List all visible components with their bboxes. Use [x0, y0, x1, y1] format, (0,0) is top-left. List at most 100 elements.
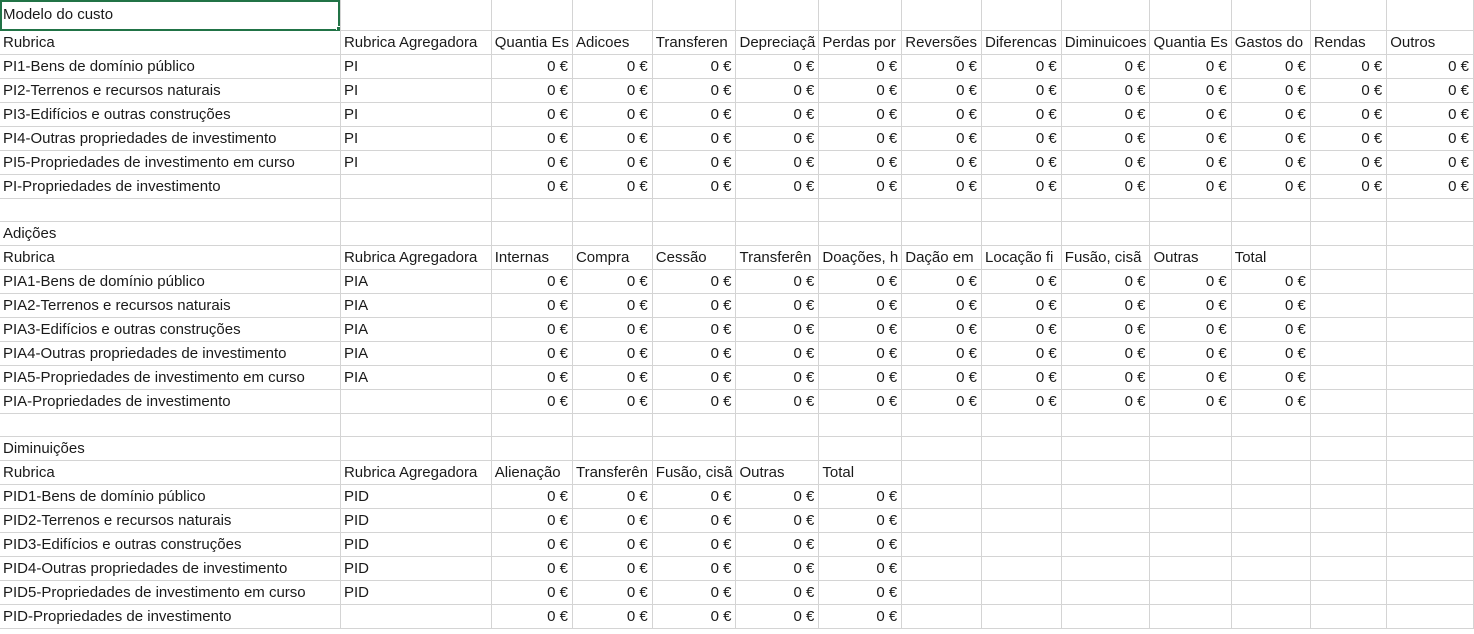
value-cell[interactable]: 0 €: [652, 484, 737, 509]
value-cell[interactable]: 0 €: [1061, 389, 1151, 414]
value-cell[interactable]: 0 €: [818, 341, 903, 366]
value-cell[interactable]: 0 €: [735, 580, 820, 605]
rubrica-cell[interactable]: PIA1-Bens de domínio público: [0, 269, 341, 294]
value-cell[interactable]: 0 €: [1310, 150, 1388, 175]
agregadora-cell[interactable]: PID: [340, 508, 492, 533]
value-cell[interactable]: 0 €: [1231, 269, 1311, 294]
value-cell[interactable]: 0 €: [1061, 293, 1151, 318]
value-cell[interactable]: 0 €: [652, 508, 737, 533]
empty-cell[interactable]: [1310, 341, 1388, 366]
empty-cell[interactable]: [1386, 532, 1474, 557]
value-cell[interactable]: 0 €: [1231, 317, 1311, 342]
value-cell[interactable]: 0 €: [652, 604, 737, 629]
empty-cell[interactable]: [1231, 484, 1311, 509]
empty-cell[interactable]: [572, 0, 653, 31]
empty-cell[interactable]: [901, 436, 983, 461]
empty-cell[interactable]: [1149, 460, 1232, 485]
empty-cell[interactable]: [1386, 460, 1474, 485]
value-cell[interactable]: 0 €: [572, 54, 653, 79]
rubrica-cell[interactable]: PIA2-Terrenos e recursos naturais: [0, 293, 341, 318]
value-cell[interactable]: 0 €: [818, 78, 903, 103]
empty-cell[interactable]: [1061, 580, 1151, 605]
empty-cell[interactable]: [1061, 532, 1151, 557]
value-cell[interactable]: 0 €: [1149, 78, 1232, 103]
value-cell[interactable]: 0 €: [901, 78, 983, 103]
value-cell[interactable]: 0 €: [981, 174, 1062, 199]
empty-cell[interactable]: [1061, 436, 1151, 461]
empty-cell[interactable]: [981, 556, 1062, 581]
value-cell[interactable]: 0 €: [735, 604, 820, 629]
empty-cell[interactable]: [340, 436, 492, 461]
empty-cell[interactable]: [1386, 508, 1474, 533]
agregadora-cell[interactable]: PIA: [340, 293, 492, 318]
value-cell[interactable]: 0 €: [981, 317, 1062, 342]
value-cell[interactable]: 0 €: [491, 532, 573, 557]
agregadora-cell[interactable]: PI: [340, 54, 492, 79]
empty-cell[interactable]: [1310, 317, 1388, 342]
value-cell[interactable]: 0 €: [652, 78, 737, 103]
value-cell[interactable]: 0 €: [735, 532, 820, 557]
value-cell[interactable]: 0 €: [901, 341, 983, 366]
header-cell[interactable]: Adicoes: [572, 30, 653, 55]
value-cell[interactable]: 0 €: [572, 150, 653, 175]
value-cell[interactable]: 0 €: [1149, 150, 1232, 175]
empty-cell[interactable]: [1310, 293, 1388, 318]
value-cell[interactable]: 0 €: [572, 389, 653, 414]
empty-cell[interactable]: [491, 413, 573, 437]
value-cell[interactable]: 0 €: [652, 556, 737, 581]
value-cell[interactable]: 0 €: [652, 341, 737, 366]
value-cell[interactable]: 0 €: [818, 532, 903, 557]
value-cell[interactable]: 0 €: [981, 365, 1062, 390]
empty-cell[interactable]: [0, 198, 341, 222]
value-cell[interactable]: 0 €: [1231, 365, 1311, 390]
agregadora-cell[interactable]: PIA: [340, 365, 492, 390]
value-cell[interactable]: 0 €: [981, 341, 1062, 366]
value-cell[interactable]: 0 €: [1149, 269, 1232, 294]
empty-cell[interactable]: [1061, 556, 1151, 581]
empty-cell[interactable]: [491, 0, 573, 31]
value-cell[interactable]: 0 €: [1231, 78, 1311, 103]
empty-cell[interactable]: [901, 508, 983, 533]
value-cell[interactable]: 0 €: [1231, 54, 1311, 79]
value-cell[interactable]: 0 €: [1149, 54, 1232, 79]
agregadora-cell[interactable]: [340, 604, 492, 629]
agregadora-cell[interactable]: PIA: [340, 269, 492, 294]
empty-cell[interactable]: [572, 436, 653, 461]
value-cell[interactable]: 0 €: [491, 508, 573, 533]
header-cell[interactable]: Outras: [1149, 245, 1232, 270]
value-cell[interactable]: 0 €: [1061, 78, 1151, 103]
value-cell[interactable]: 0 €: [652, 102, 737, 127]
value-cell[interactable]: 0 €: [491, 389, 573, 414]
value-cell[interactable]: 0 €: [1149, 293, 1232, 318]
empty-cell[interactable]: [0, 413, 341, 437]
empty-cell[interactable]: [818, 436, 903, 461]
value-cell[interactable]: 0 €: [1149, 174, 1232, 199]
value-cell[interactable]: 0 €: [652, 389, 737, 414]
value-cell[interactable]: 0 €: [572, 532, 653, 557]
value-cell[interactable]: 0 €: [491, 317, 573, 342]
empty-cell[interactable]: [1386, 198, 1474, 222]
value-cell[interactable]: 0 €: [818, 102, 903, 127]
value-cell[interactable]: 0 €: [901, 269, 983, 294]
value-cell[interactable]: 0 €: [652, 365, 737, 390]
rubrica-cell[interactable]: PIA3-Edifícios e outras construções: [0, 317, 341, 342]
value-cell[interactable]: 0 €: [1149, 365, 1232, 390]
value-cell[interactable]: 0 €: [491, 484, 573, 509]
empty-cell[interactable]: [1386, 365, 1474, 390]
value-cell[interactable]: 0 €: [818, 54, 903, 79]
empty-cell[interactable]: [491, 221, 573, 246]
empty-cell[interactable]: [491, 436, 573, 461]
value-cell[interactable]: 0 €: [1061, 317, 1151, 342]
header-cell[interactable]: Diminuicoes: [1061, 30, 1151, 55]
value-cell[interactable]: 0 €: [572, 174, 653, 199]
value-cell[interactable]: 0 €: [735, 317, 820, 342]
value-cell[interactable]: 0 €: [818, 174, 903, 199]
empty-cell[interactable]: [901, 604, 983, 629]
value-cell[interactable]: 0 €: [735, 54, 820, 79]
value-cell[interactable]: 0 €: [1061, 341, 1151, 366]
header-cell[interactable]: Quantia Es: [491, 30, 573, 55]
empty-cell[interactable]: [340, 0, 492, 31]
empty-cell[interactable]: [981, 221, 1062, 246]
value-cell[interactable]: 0 €: [491, 580, 573, 605]
empty-cell[interactable]: [735, 198, 820, 222]
